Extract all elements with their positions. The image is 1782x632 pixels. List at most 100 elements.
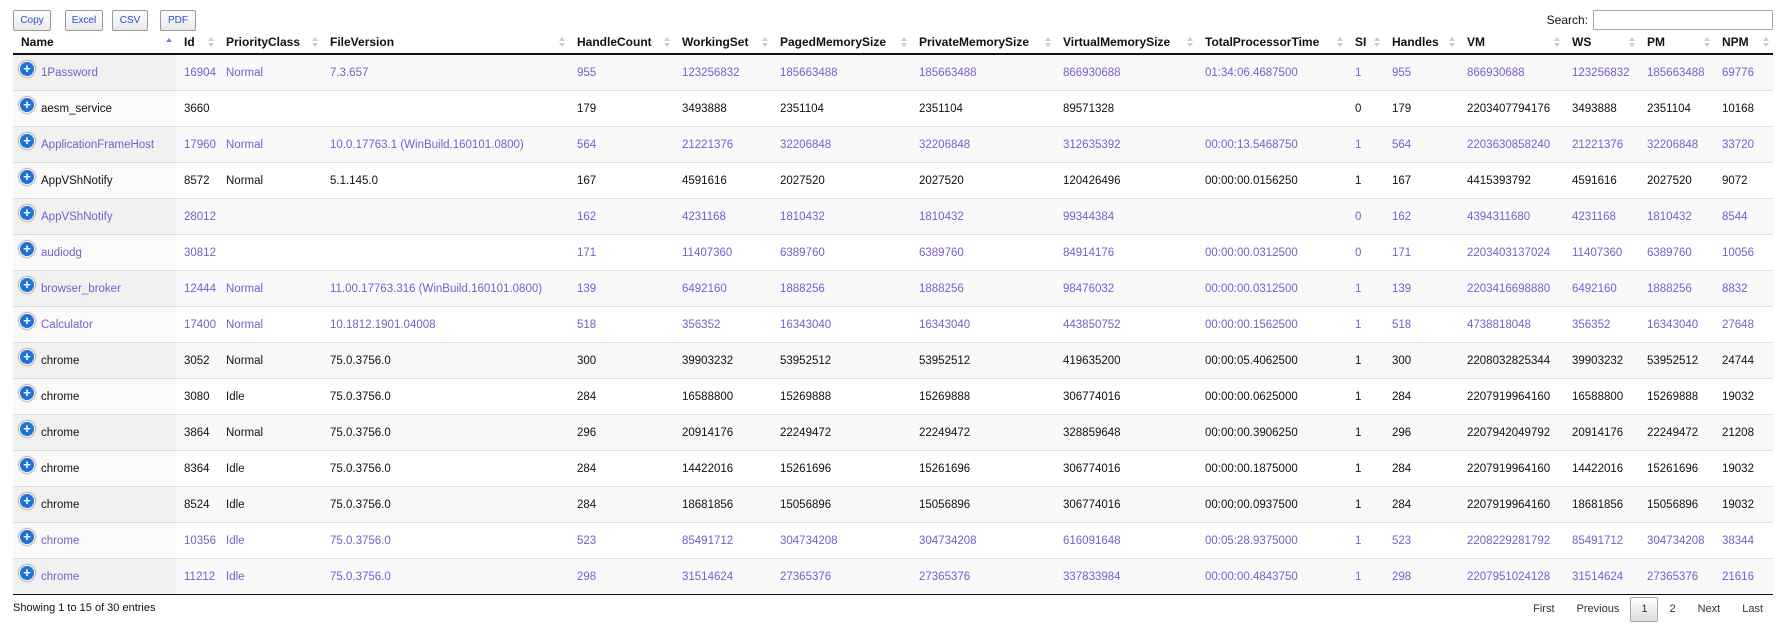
cell-value: 39903232 (682, 354, 734, 367)
process-name: Calculator (41, 318, 93, 331)
table-cell: 2207919964160 (1459, 450, 1564, 487)
cell-value: 8832 (1722, 282, 1748, 295)
expand-icon[interactable]: + (19, 564, 35, 581)
expand-icon[interactable]: + (19, 348, 35, 365)
column-header[interactable]: SI (1347, 31, 1384, 55)
expand-icon[interactable]: + (19, 492, 35, 509)
table-cell: 6389760 (911, 234, 1055, 271)
table-cell: 00:00:00.0312500 (1197, 234, 1347, 271)
column-header[interactable]: PrivateMemorySize (911, 31, 1055, 55)
cell-value: Idle (226, 534, 245, 547)
table-cell: 6389760 (1639, 234, 1714, 271)
cell-value: 300 (577, 354, 597, 367)
page-button[interactable]: First (1533, 603, 1555, 615)
column-header[interactable]: Handles (1384, 31, 1459, 55)
column-header[interactable]: PriorityClass (218, 31, 322, 55)
cell-value: 284 (1392, 498, 1412, 511)
page-button[interactable]: Last (1742, 603, 1763, 615)
cell-value: 179 (1392, 102, 1412, 115)
cell-value: 15261696 (919, 462, 971, 475)
expand-icon[interactable]: + (19, 312, 35, 329)
expand-icon[interactable]: + (19, 384, 35, 401)
table-cell: 300 (569, 342, 674, 379)
cell-value: 14422016 (1572, 462, 1624, 475)
column-header[interactable]: TotalProcessorTime (1197, 31, 1347, 55)
export-button[interactable]: Excel (65, 10, 103, 31)
cell-value: 443850752 (1063, 318, 1121, 331)
cell-value: 1 (1355, 462, 1362, 475)
page-button[interactable]: Previous (1576, 603, 1620, 615)
table-cell: 75.0.3756.0 (322, 522, 569, 559)
expand-icon[interactable]: + (19, 204, 35, 221)
table-cell: 21221376 (674, 126, 772, 163)
column-header[interactable]: PM (1639, 31, 1714, 55)
column-header[interactable]: PagedMemorySize (772, 31, 911, 55)
table-cell: 17960 (176, 126, 218, 163)
table-cell: 21221376 (1564, 126, 1639, 163)
table-cell: 00:00:13.5468750 (1197, 126, 1347, 163)
cell-value: 2027520 (780, 174, 825, 187)
search-input[interactable] (1593, 10, 1773, 30)
table-cell: + ApplicationFrameHost (13, 126, 176, 163)
column-header[interactable]: WS (1564, 31, 1639, 55)
expand-icon[interactable]: + (19, 60, 35, 77)
cell-value: 3493888 (682, 102, 727, 115)
expand-icon[interactable]: + (19, 96, 35, 113)
cell-value: 306774016 (1063, 462, 1121, 475)
cell-value: 19032 (1722, 390, 1754, 403)
cell-value: 10168 (1722, 102, 1754, 115)
expand-icon[interactable]: + (19, 168, 35, 185)
table-cell: 2027520 (1639, 162, 1714, 199)
page-button[interactable]: 2 (1669, 603, 1676, 615)
table-cell: 11212 (176, 558, 218, 595)
cell-value: 00:00:00.1875000 (1205, 462, 1298, 475)
table-row: + Calculator 17400 Normal 10.1812.1901.04008… (13, 306, 1773, 343)
table-row: + browser_broker 12444 Normal 11.00.17763.31… (13, 270, 1773, 307)
table-cell: 120426496 (1055, 162, 1197, 199)
export-button[interactable]: CSV (112, 10, 148, 31)
table-cell: 85491712 (1564, 522, 1639, 559)
expand-icon[interactable]: + (19, 528, 35, 545)
export-button[interactable]: PDF (160, 10, 196, 31)
column-header[interactable]: VirtualMemorySize (1055, 31, 1197, 55)
column-header[interactable]: HandleCount (569, 31, 674, 55)
table-cell: 4591616 (674, 162, 772, 199)
page-button[interactable]: 1 (1630, 597, 1659, 622)
expand-icon[interactable]: + (19, 276, 35, 293)
page-button[interactable]: Next (1697, 603, 1721, 615)
column-header[interactable]: FileVersion (322, 31, 569, 55)
cell-value: 2027520 (1647, 174, 1692, 187)
table-cell (322, 90, 569, 127)
export-button[interactable]: Copy (13, 10, 51, 31)
table-cell: 2208032825344 (1459, 342, 1564, 379)
cell-value: 16343040 (780, 318, 832, 331)
table-cell: 179 (569, 90, 674, 127)
column-header[interactable]: Name (13, 31, 176, 55)
table-cell: 167 (1384, 162, 1459, 199)
expand-icon[interactable]: + (19, 420, 35, 437)
cell-value: 2207942049792 (1467, 426, 1551, 439)
cell-value: 85491712 (1572, 534, 1624, 547)
expand-icon[interactable]: + (19, 240, 35, 257)
expand-icon[interactable]: + (19, 132, 35, 149)
cell-value: 17400 (184, 318, 216, 331)
cell-value: 00:00:13.5468750 (1205, 138, 1298, 151)
process-name: AppVShNotify (41, 210, 113, 223)
column-header[interactable]: NPM (1714, 31, 1773, 55)
table-cell: 328859648 (1055, 414, 1197, 451)
column-header[interactable]: Id (176, 31, 218, 55)
cell-value: 6492160 (1572, 282, 1617, 295)
cell-value: 27365376 (919, 570, 971, 583)
table-cell: 22249472 (772, 414, 911, 451)
table-cell: 1 (1347, 270, 1384, 307)
table-cell: 22249472 (1639, 414, 1714, 451)
column-header[interactable]: WorkingSet (674, 31, 772, 55)
cell-value: 00:00:00.0937500 (1205, 498, 1298, 511)
cell-value: 27365376 (780, 570, 832, 583)
expand-icon[interactable]: + (19, 456, 35, 473)
table-cell: Normal (218, 270, 322, 307)
process-name: audiodg (41, 246, 82, 259)
table-cell: 866930688 (1055, 53, 1197, 91)
cell-value: 00:00:00.0312500 (1205, 246, 1298, 259)
column-header[interactable]: VM (1459, 31, 1564, 55)
